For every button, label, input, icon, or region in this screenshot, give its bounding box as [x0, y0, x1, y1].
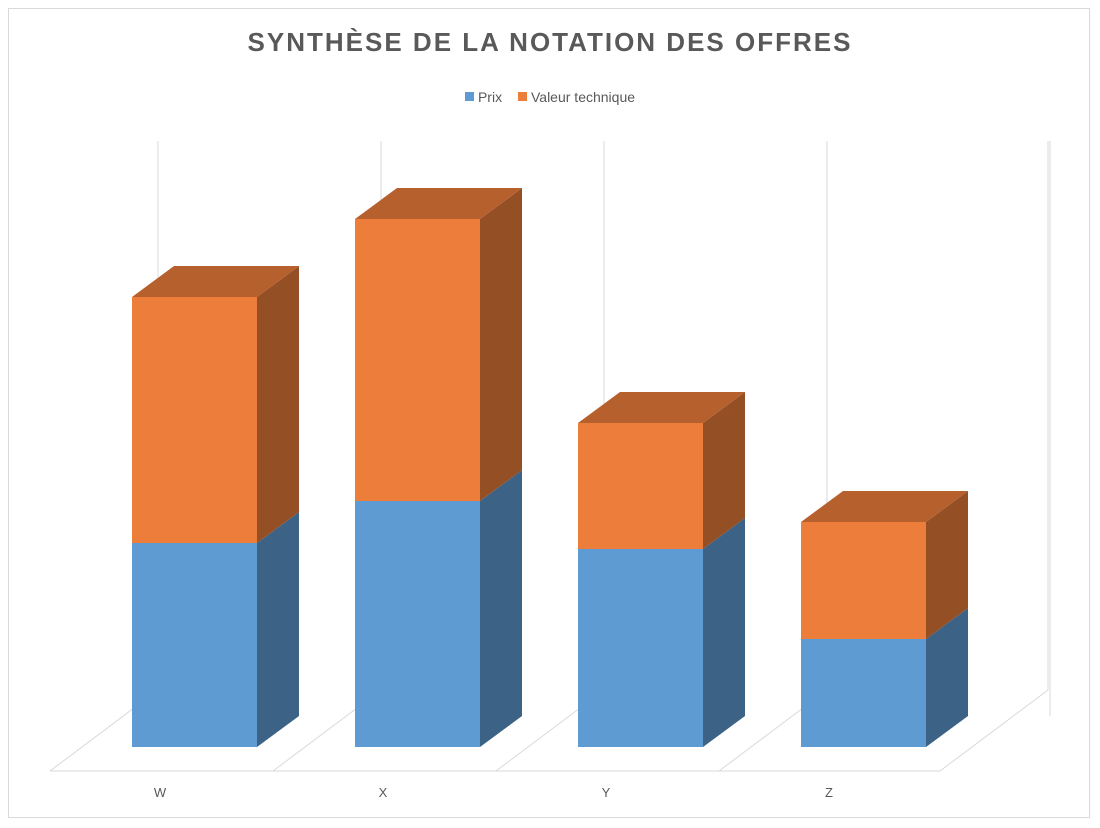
bar-side-valeur-technique-y — [703, 392, 745, 549]
legend-swatch-valeur-technique — [517, 92, 527, 101]
legend-item-prix: Prix — [464, 88, 503, 105]
bar-valeur-technique-w — [132, 297, 257, 543]
floor-outline — [50, 689, 1049, 772]
bar-prix-w — [132, 543, 257, 747]
bar-prix-z — [801, 639, 926, 747]
legend-item-valeur-technique: Valeur technique — [517, 88, 636, 105]
bar-side-valeur-technique-x — [480, 188, 522, 501]
bar-prix-y — [578, 549, 703, 747]
bar-side-valeur-technique-z — [926, 491, 968, 639]
bar-top-valeur-technique-z — [801, 491, 968, 522]
bar-valeur-technique-x — [355, 219, 480, 501]
bar-valeur-technique-y — [578, 423, 703, 549]
bar-side-prix-y — [703, 518, 745, 747]
chart-legend: Prix Valeur technique — [0, 88, 1100, 105]
bar-valeur-technique-z — [801, 522, 926, 639]
legend-label-prix: Prix — [477, 88, 503, 105]
bar-top-valeur-technique-w — [132, 266, 299, 297]
bar-side-prix-w — [257, 512, 299, 747]
x-tick-label-z: Z — [825, 785, 833, 800]
chart-title: SYNTHÈSE DE LA NOTATION DES OFFRES — [247, 27, 853, 57]
bar-prix-x — [355, 501, 480, 747]
x-tick-label-y: Y — [602, 785, 611, 800]
bar-top-valeur-technique-x — [355, 188, 522, 219]
bar-top-valeur-technique-y — [578, 392, 745, 423]
x-tick-label-x: X — [379, 785, 388, 800]
bar-side-prix-x — [480, 470, 522, 747]
bar-side-prix-z — [926, 608, 968, 747]
legend-label-valeur-technique: Valeur technique — [530, 88, 636, 105]
legend-swatch-prix — [464, 92, 474, 101]
bar-side-valeur-technique-w — [257, 266, 299, 543]
x-tick-label-w: W — [154, 785, 167, 800]
